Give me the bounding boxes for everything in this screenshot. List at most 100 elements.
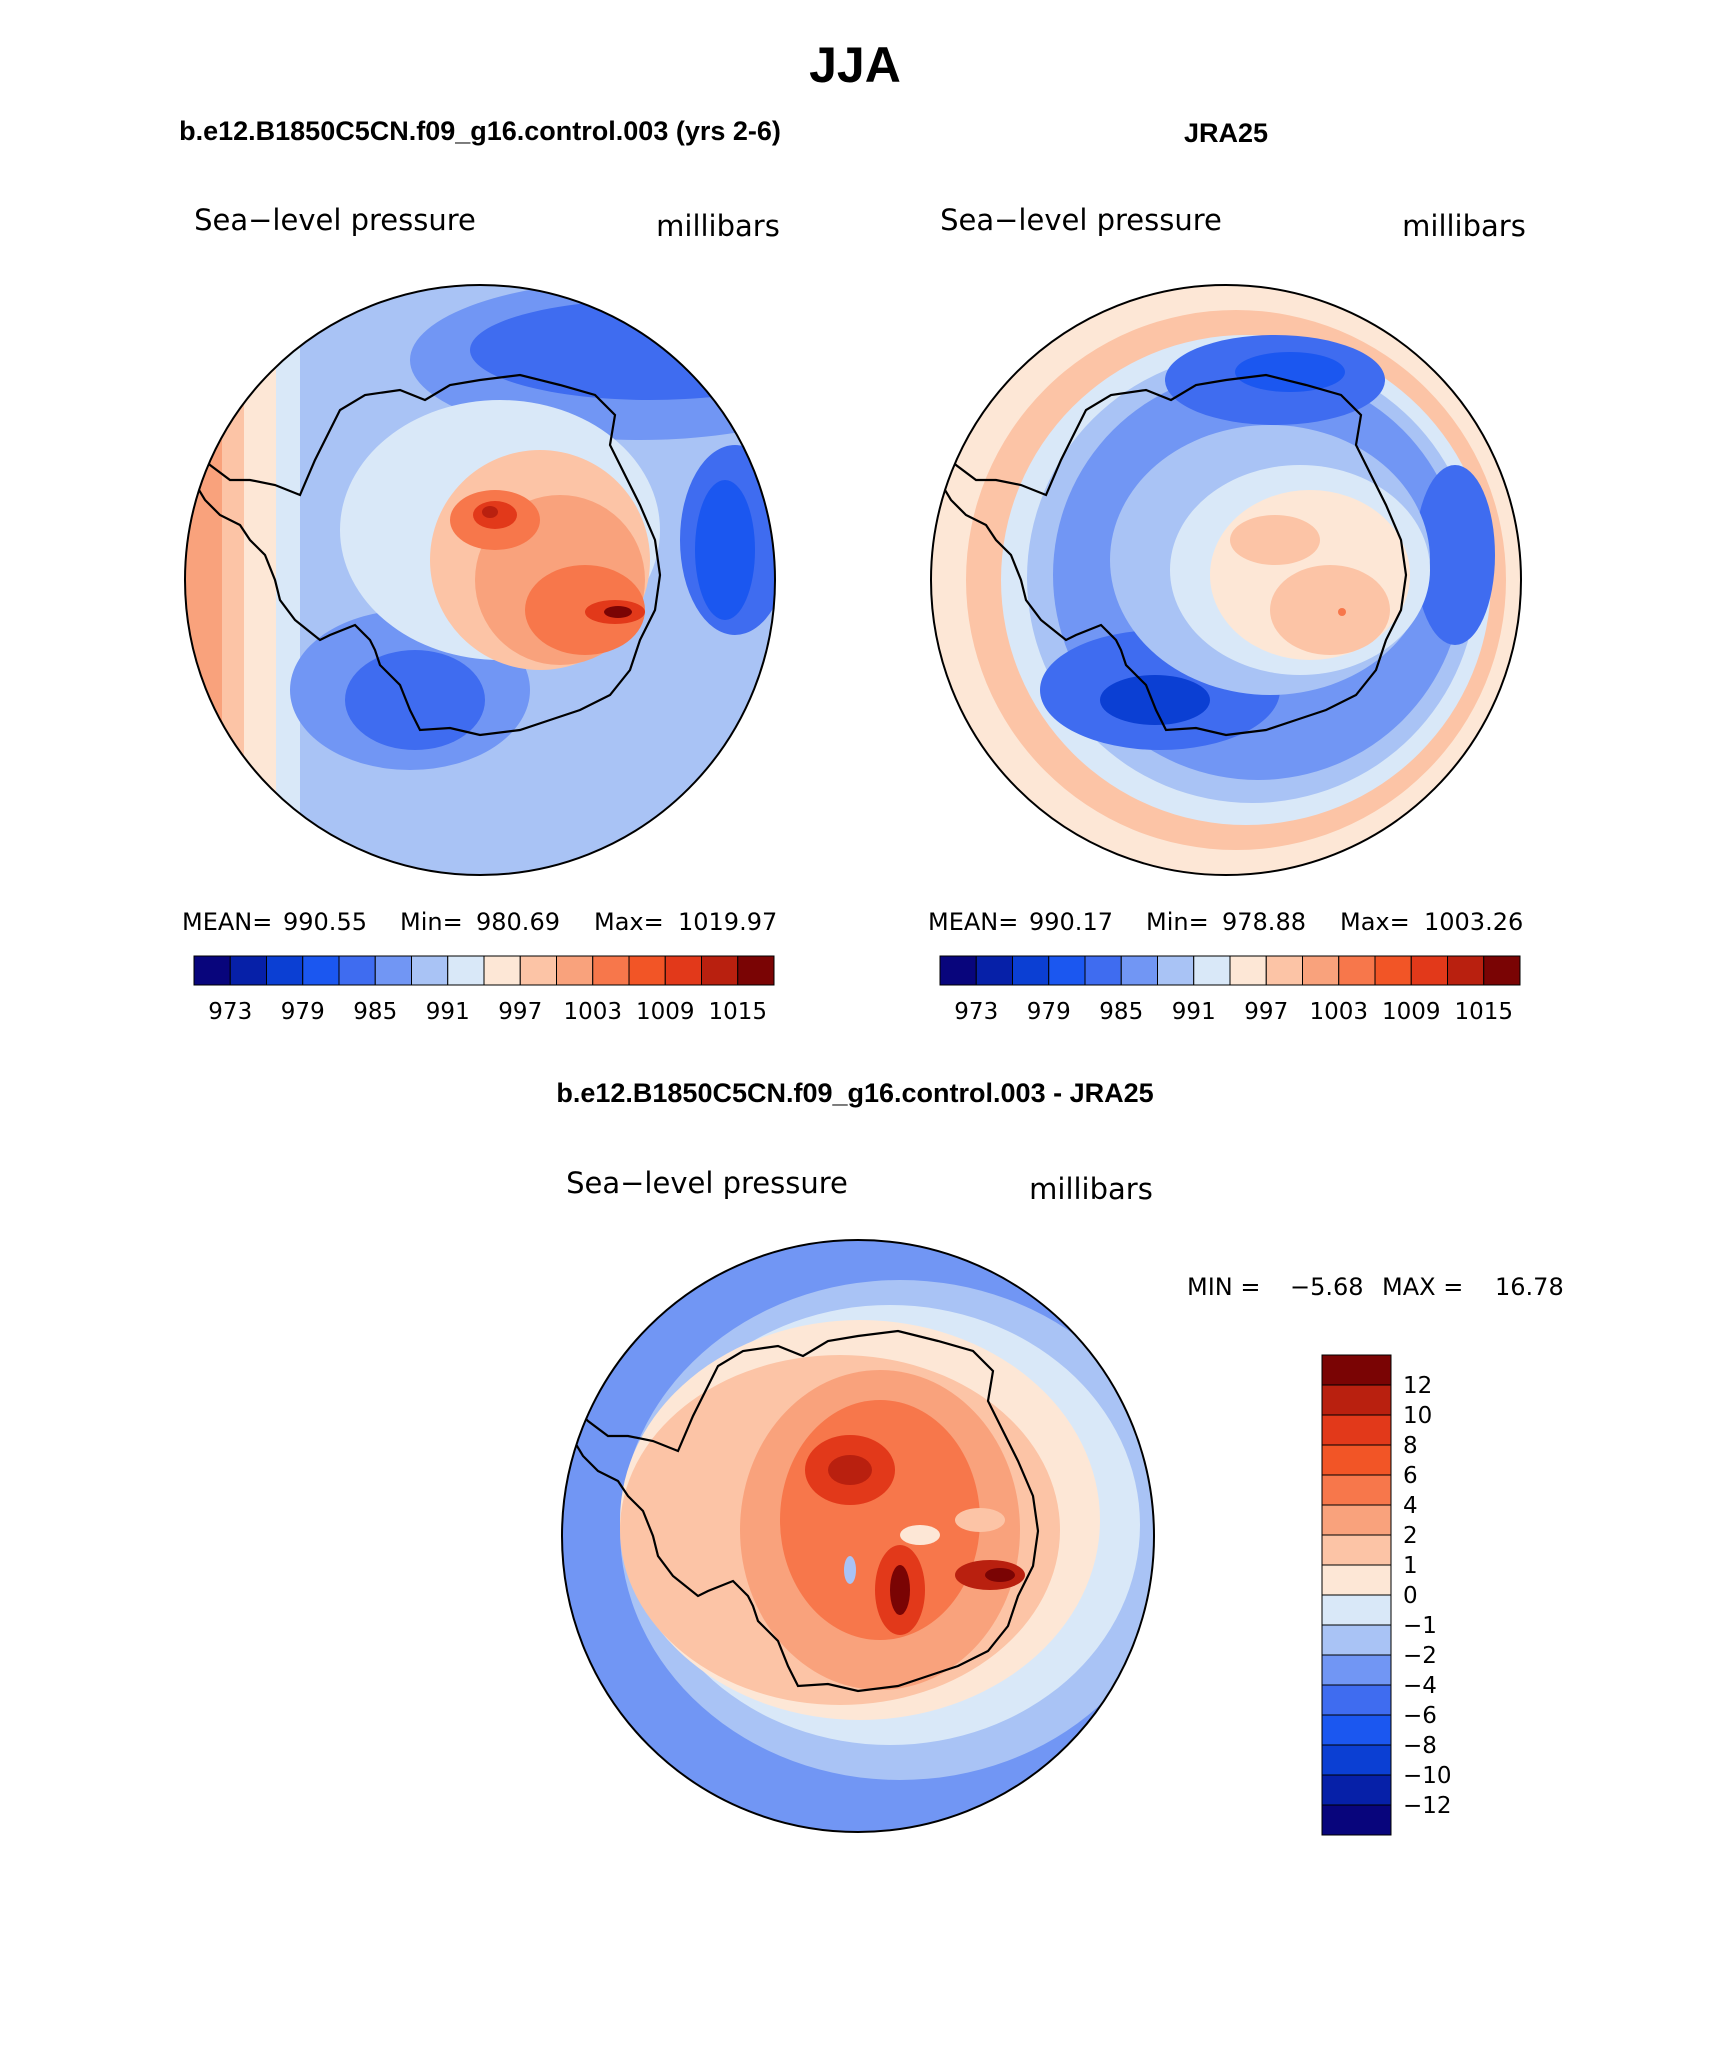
colorbar-swatch xyxy=(1321,1354,1392,1386)
colorbar-swatch xyxy=(229,955,267,986)
colorbar-tick-label: 991 xyxy=(1172,999,1216,1025)
colorbar-swatch xyxy=(483,955,521,986)
colorbar-tick-label: −12 xyxy=(1403,1793,1452,1819)
page-title: JJA xyxy=(809,37,901,93)
polar-map xyxy=(931,285,1521,875)
panel-reanalysis: JRA25 Sea−level pressure millibars MEA xyxy=(928,118,1526,1025)
svg-text:Max=: Max= xyxy=(594,908,664,936)
colorbar-tick-label: 1015 xyxy=(1454,999,1513,1025)
variable-label: Sea−level pressure xyxy=(194,203,476,237)
colorbar-tick-label: 979 xyxy=(281,999,325,1025)
colorbar-swatch xyxy=(519,955,557,986)
colorbar-swatch xyxy=(1321,1744,1392,1776)
colorbar-swatch xyxy=(1321,1654,1392,1686)
panel-title: b.e12.B1850C5CN.f09_g16.control.003 (yrs… xyxy=(179,116,781,146)
polar-map xyxy=(185,285,775,875)
colorbar-swatch xyxy=(556,955,594,986)
colorbar-swatch xyxy=(1321,1564,1392,1596)
colorbar-tick-label: 985 xyxy=(1099,999,1143,1025)
colorbar-swatch xyxy=(266,955,304,986)
colorbar-swatch xyxy=(1193,955,1231,986)
colorbar-swatch xyxy=(1321,1624,1392,1656)
colorbar-tick-label: −10 xyxy=(1403,1763,1452,1789)
colorbar-swatch xyxy=(1321,1474,1392,1506)
colorbar-swatch xyxy=(411,955,449,986)
colorbar-swatch xyxy=(338,955,376,986)
colorbar-swatch xyxy=(701,955,739,986)
colorbar-swatch xyxy=(1302,955,1340,986)
svg-text:980.69: 980.69 xyxy=(476,908,560,936)
stats-line: MEAN= 990.55 Min= 980.69 Max= 1019.97 xyxy=(182,908,777,936)
colorbar-swatch xyxy=(1321,1594,1392,1626)
colorbar-swatch xyxy=(1410,955,1448,986)
panel-title: b.e12.B1850C5CN.f09_g16.control.003 - JR… xyxy=(556,1078,1153,1108)
colorbar-swatch xyxy=(1321,1384,1392,1416)
colorbar-tick-label: 997 xyxy=(498,999,542,1025)
svg-text:MEAN=: MEAN= xyxy=(928,908,1018,936)
colorbar-swatch xyxy=(302,955,340,986)
colorbar-swatch xyxy=(447,955,485,986)
colorbar-tick-label: −4 xyxy=(1403,1673,1437,1699)
svg-text:MIN =: MIN = xyxy=(1187,1273,1260,1301)
colorbar: 973 979 985 991 997 1003 1009 1015 xyxy=(193,955,775,1025)
stats-line: MEAN= 990.17 Min= 978.88 Max= 1003.26 xyxy=(928,908,1523,936)
colorbar-tick-label: −6 xyxy=(1403,1703,1437,1729)
colorbar-tick-label: 1015 xyxy=(708,999,767,1025)
colorbar-tick-label: −2 xyxy=(1403,1643,1437,1669)
units-label: millibars xyxy=(656,209,780,243)
colorbar-tick-label: 12 xyxy=(1403,1373,1432,1399)
colorbar-tick-label: 991 xyxy=(426,999,470,1025)
colorbar-swatch xyxy=(939,955,977,986)
colorbar-swatch xyxy=(1321,1684,1392,1716)
colorbar-tick-label: 4 xyxy=(1403,1493,1418,1519)
svg-text:Max=: Max= xyxy=(1340,908,1410,936)
colorbar-swatch xyxy=(1321,1804,1392,1836)
variable-label: Sea−level pressure xyxy=(940,203,1222,237)
units-label: millibars xyxy=(1029,1172,1153,1206)
colorbar-swatch xyxy=(975,955,1013,986)
map-boundary xyxy=(930,284,1522,876)
colorbar-tick-label: 1003 xyxy=(563,999,622,1025)
panel-model: b.e12.B1850C5CN.f09_g16.control.003 (yrs… xyxy=(179,116,781,1025)
stats-line: MIN = −5.68 MAX = 16.78 xyxy=(1187,1273,1564,1301)
svg-text:1003.26: 1003.26 xyxy=(1424,908,1523,936)
colorbar-swatch xyxy=(1321,1414,1392,1446)
colorbar-tick-label: 973 xyxy=(208,999,252,1025)
colorbar-swatch xyxy=(1120,955,1158,986)
colorbar-swatch xyxy=(1321,1504,1392,1536)
colorbar-swatch xyxy=(1321,1444,1392,1476)
units-label: millibars xyxy=(1402,209,1526,243)
svg-text:990.17: 990.17 xyxy=(1029,908,1113,936)
colorbar-swatch xyxy=(628,955,666,986)
svg-text:MAX =: MAX = xyxy=(1382,1273,1463,1301)
colorbar-tick-label: 973 xyxy=(954,999,998,1025)
colorbar-tick-label: 1009 xyxy=(1382,999,1441,1025)
colorbar-swatch xyxy=(193,955,231,986)
colorbar-swatch xyxy=(1012,955,1050,986)
colorbar-tick-label: 1003 xyxy=(1309,999,1368,1025)
colorbar-swatch xyxy=(664,955,702,986)
colorbar-swatch xyxy=(1338,955,1376,986)
colorbar-tick-label: 8 xyxy=(1403,1433,1418,1459)
colorbar-tick-label: 10 xyxy=(1403,1403,1432,1429)
svg-text:16.78: 16.78 xyxy=(1495,1273,1564,1301)
svg-text:MEAN=: MEAN= xyxy=(182,908,272,936)
colorbar-tick-label: 979 xyxy=(1027,999,1071,1025)
colorbar-swatch xyxy=(1483,955,1521,986)
variable-label: Sea−level pressure xyxy=(566,1166,848,1200)
panel-title: JRA25 xyxy=(1184,118,1268,148)
colorbar-swatch xyxy=(1321,1774,1392,1806)
colorbar-tick-label: 6 xyxy=(1403,1463,1418,1489)
colorbar-swatch xyxy=(1265,955,1303,986)
colorbar-swatch xyxy=(374,955,412,986)
colorbar-swatch xyxy=(1447,955,1485,986)
colorbar-swatch xyxy=(1374,955,1412,986)
colorbar: 973 979 985 991 997 1003 1009 1015 xyxy=(939,955,1521,1025)
colorbar-swatch xyxy=(1321,1534,1392,1566)
colorbar-tick-label: 1009 xyxy=(636,999,695,1025)
colorbar-tick-label: 1 xyxy=(1403,1553,1418,1579)
svg-text:1019.97: 1019.97 xyxy=(678,908,777,936)
svg-text:−5.68: −5.68 xyxy=(1290,1273,1364,1301)
